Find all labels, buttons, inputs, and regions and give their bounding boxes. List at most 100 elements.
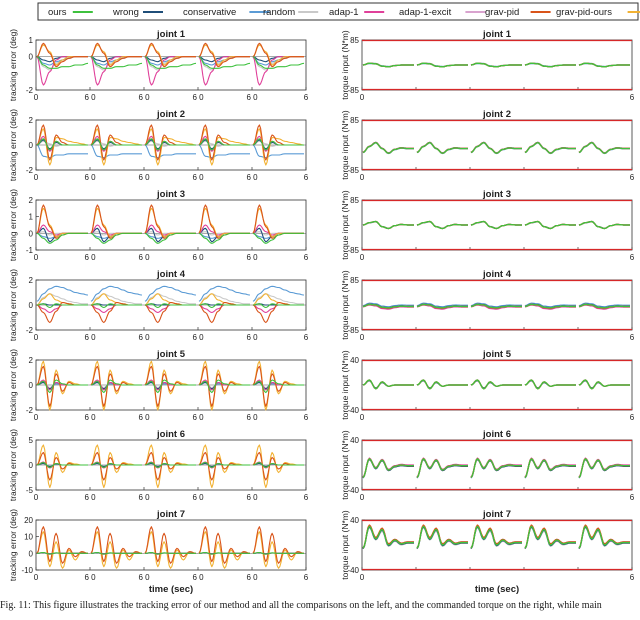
panel-left-joint-6-title: joint 6	[156, 429, 185, 440]
panel-left-joint-6-series-grav-pid	[36, 451, 304, 481]
panel-left-joint-1-series-ours	[36, 56, 305, 69]
panel-left-joint-3-series-ours	[36, 232, 304, 244]
panel-right-joint-2-ylabel: torque input (N*m)	[340, 110, 350, 180]
panel-left-joint-3-xtick-label: 6 0	[246, 253, 258, 262]
panel-left-joint-2-xtick-label: 0	[34, 173, 39, 182]
panel-left-joint-4-xtick-label: 6	[304, 333, 309, 342]
panel-left-joint-3-xtick-label: 6 0	[192, 253, 204, 262]
panel-left-joint-6-ylabel: tracking error (deg)	[8, 429, 18, 501]
panel-left-joint-3-xtick-label: 6	[304, 253, 309, 262]
panel-left-joint-3-xtick-label: 0	[34, 253, 39, 262]
panel-right-joint-1-series-ours	[362, 62, 630, 68]
panel-left-joint-7-xtick-label: 6 0	[138, 573, 150, 582]
panel-left-joint-1-xtick-label: 6	[304, 93, 309, 102]
panel-left-joint-4-ylabel: tracking error (deg)	[8, 269, 18, 341]
panel-right-joint-4-ytick-label: 85	[350, 276, 359, 285]
panel-left-joint-5-series-adap-1	[36, 379, 304, 391]
legend-label-random: random	[263, 7, 295, 18]
panel-left-joint-4-ytick-label: 0	[29, 301, 34, 310]
panel-right-joint-4-ytick-label: -85	[347, 326, 359, 335]
panel-right-joint-6-ylabel: torque input (N*m)	[340, 430, 350, 500]
panel-right-joint-1-xtick-label: 6	[630, 93, 635, 102]
panel-left-joint-2-xtick-label: 6 0	[138, 173, 150, 182]
panel-right-joint-5-ylabel: torque input (N*m)	[340, 350, 350, 420]
panel-right-joint-2: joint 2 torque input (N*m) 85 -850 6	[340, 109, 635, 182]
panel-right-joint-2-ytick-label: -85	[347, 166, 359, 175]
panel-right-joint-7-xtick-label: 0	[360, 573, 365, 582]
panel-right-joint-3: joint 3 torque input (N*m) 85 -850 6	[340, 189, 635, 262]
panel-left-joint-2-ytick-label: 0	[29, 141, 34, 150]
panel-right-joint-3-xtick-label: 6	[630, 253, 635, 262]
panel-right-joint-2-xtick-label: 0	[360, 173, 365, 182]
panel-left-joint-6-xtick-label: 6 0	[192, 493, 204, 502]
panel-right-joint-6-ytick-label: -40	[347, 486, 359, 495]
panel-left-joint-4-xtick-label: 0	[34, 333, 39, 342]
panel-left-joint-1-series-grav-pid-ours	[36, 44, 304, 66]
panel-right-joint-4-title: joint 4	[482, 269, 512, 280]
panel-right-joint-3-ylabel: torque input (N*m)	[340, 190, 350, 260]
panel-left-joint-6-series-grav-pid-ours	[36, 444, 304, 489]
panel-left-joint-6-ytick-label: -5	[26, 486, 34, 495]
panel-right-joint-6-series-ours	[362, 458, 630, 478]
panel-left-joint-6-xtick-label: 6	[304, 493, 309, 502]
panel-left-joint-5-xtick-label: 6	[304, 413, 309, 422]
panel-left-joint-5-xtick-label: 6 0	[192, 413, 204, 422]
panel-left-joint-4-ytick-label: -2	[26, 326, 34, 335]
panel-left-joint-3-title: joint 3	[156, 189, 185, 200]
panel-left-joint-3-ytick-label: 2	[29, 196, 34, 205]
panel-right-joint-5-series-ours	[362, 379, 630, 390]
panel-right-joint-3-title: joint 3	[482, 189, 511, 200]
panel-right-joint-4-series-ours	[362, 303, 630, 309]
panel-left-joint-7-xtick-label: 6 0	[84, 573, 96, 582]
panel-left-joint-3-xtick-label: 6 0	[138, 253, 150, 262]
legend-label-adap-1: adap-1	[329, 7, 359, 18]
panel-left-joint-4-title: joint 4	[156, 269, 186, 280]
panel-left-joint-4-xtick-label: 6 0	[84, 333, 96, 342]
panel-right-joint-1: joint 1 torque input (N*m) 85 -850 6	[340, 29, 635, 102]
panel-right-joint-4-ylabel: torque input (N*m)	[340, 270, 350, 340]
panel-right-joint-4-series-conservative	[362, 302, 630, 308]
legend-label-wrong: wrong	[112, 7, 139, 18]
panel-left-joint-5-series-grav-pid	[36, 365, 304, 407]
legend: ours wrong conservative random adap-1 adap-1-…	[37, 2, 640, 21]
panel-left-joint-7-xtick-label: 0	[34, 573, 39, 582]
panel-left-joint-6-xtick-label: 0	[34, 493, 39, 502]
panel-left-joint-2-xtick-label: 6 0	[246, 173, 258, 182]
panel-right-joint-7-ytick-label: 40	[350, 516, 359, 525]
panel-left-joint-3-ytick-label: -1	[26, 246, 34, 255]
panel-right-joint-2-title: joint 2	[482, 109, 511, 120]
panel-left-joint-2-series-grav-pid	[36, 124, 304, 161]
panel-left-joint-7-xtick-label: 6	[304, 573, 309, 582]
panel-right-joint-5-title: joint 5	[482, 349, 512, 360]
figure-caption: Fig. 11: This figure illustrates the tra…	[0, 600, 602, 611]
panel-left-joint-6-ytick-label: 5	[29, 436, 34, 445]
panel-left-joint-2-xtick-label: 6 0	[84, 173, 96, 182]
panel-left-joint-1-xtick-label: 6 0	[246, 93, 258, 102]
panel-right-joint-5-ytick-label: 40	[350, 356, 359, 365]
panel-right-joint-7-series-random	[362, 526, 630, 548]
panel-right-joint-5: joint 5 torque input (N*m) 40 -400 6	[340, 349, 635, 422]
panel-left-joint-7-ytick-label: 20	[24, 516, 33, 525]
panel-right-joint-5-xtick-label: 0	[360, 413, 365, 422]
panel-left-joint-1-ylabel: tracking error (deg)	[8, 29, 18, 101]
panel-right-joint-2-series-ours	[362, 141, 630, 154]
panel-left-joint-3-ytick-label: 0	[29, 229, 34, 238]
panel-right-joint-4-xtick-label: 0	[360, 333, 365, 342]
panel-right-joint-4: joint 4 torque input (N*m) 85 -850 6	[340, 269, 635, 342]
panel-left-joint-1-ytick-label: 1	[29, 36, 34, 45]
panel-left-joint-4-xtick-label: 6 0	[192, 333, 204, 342]
panel-left-joint-4-series-ours	[36, 303, 304, 309]
panel-right-joint-6: joint 6 torque input (N*m) 40 -400 6	[340, 429, 635, 502]
panel-left-joint-5-xtick-label: 0	[34, 413, 39, 422]
panel-right-joint-7-title: joint 7	[482, 509, 511, 520]
panel-right-joint-2-frame	[361, 119, 633, 171]
panel-right-joint-6-title: joint 6	[482, 429, 511, 440]
panel-left-joint-5-xtick-label: 6 0	[138, 413, 150, 422]
panel-right-joint-7-series-ours	[362, 525, 630, 549]
